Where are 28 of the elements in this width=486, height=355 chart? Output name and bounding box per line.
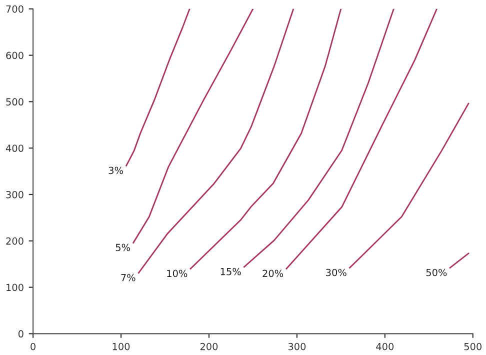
series-label: 10% [167,270,188,278]
series-label: 7% [121,274,136,282]
y-tick-label: 500 [6,98,24,106]
y-tick-label: 200 [6,237,24,245]
x-tick-label: 300 [288,342,306,350]
y-tick-label: 600 [6,52,24,60]
y-tick-label: 300 [6,190,24,198]
series-label: 20% [262,270,284,278]
y-tick-label: 700 [6,5,24,13]
line-series [286,8,438,270]
x-tick-label: 100 [112,342,130,350]
x-tick-label: 0 [30,342,36,350]
x-tick-label: 400 [376,342,394,350]
series-label: 50% [426,268,447,276]
series-label: 30% [326,268,346,276]
line-series [190,8,342,270]
x-tick-label: 200 [200,342,218,350]
y-tick-label: 100 [6,284,24,292]
series-label: 5% [116,244,130,252]
line-series [349,102,470,268]
line-series [132,8,254,244]
line-series [126,8,190,166]
series-label: 3% [108,166,123,174]
y-tick-label: 400 [6,144,24,152]
y-tick-label: 0 [18,330,24,338]
x-tick-label: 500 [464,342,482,350]
series-label: 15% [220,268,241,276]
line-series [243,8,394,268]
